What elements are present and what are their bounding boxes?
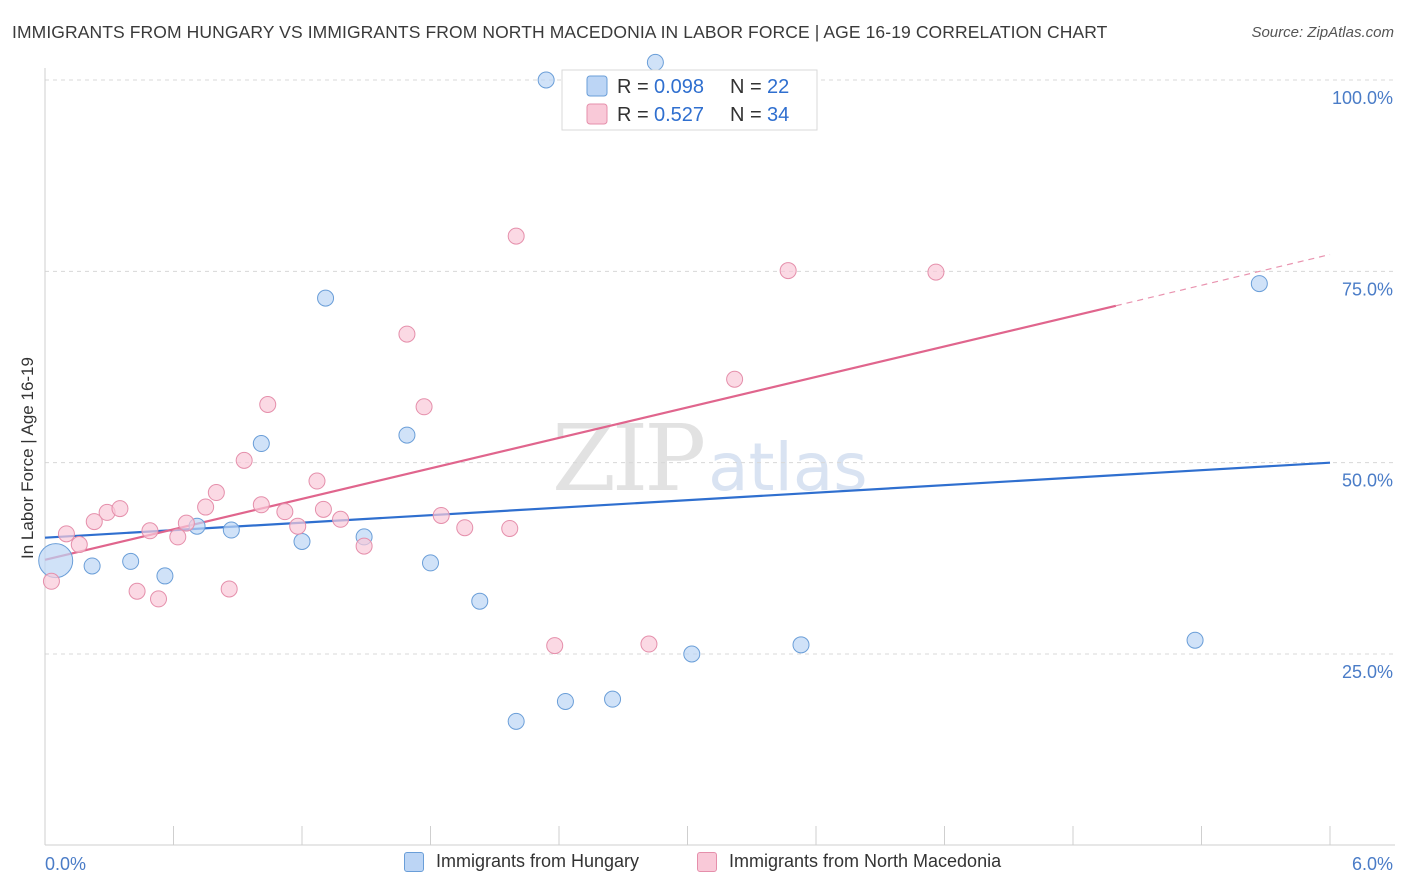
data-point-macedonia <box>501 519 519 537</box>
legend-r-value-hungary: 0.098 <box>654 76 704 98</box>
legend-item-hungary[interactable]: Immigrants from Hungary <box>404 851 639 872</box>
y-tick-label: 100.0% <box>1332 88 1393 108</box>
data-point-macedonia <box>252 496 270 514</box>
data-point-hungary <box>507 712 525 730</box>
y-tick-label: 25.0% <box>1342 662 1393 682</box>
bottom-legend: Immigrants from Hungary Immigrants from … <box>0 851 1406 879</box>
trend-line-extension-macedonia <box>1115 253 1331 307</box>
data-point-hungary <box>683 645 701 663</box>
data-point-macedonia <box>289 517 307 535</box>
x-tick-label: 0.0% <box>45 854 86 874</box>
legend-r-label-macedonia: R = <box>617 104 649 126</box>
data-point-hungary <box>293 532 311 550</box>
data-point-macedonia <box>177 514 195 532</box>
y-axis-label: In Labor Force | Age 16-19 <box>18 357 37 559</box>
data-point-macedonia <box>927 263 945 281</box>
y-tick-label: 50.0% <box>1342 471 1393 491</box>
data-point-macedonia <box>85 513 103 531</box>
data-point-macedonia <box>546 637 564 655</box>
data-point-macedonia <box>141 522 159 540</box>
data-point-macedonia <box>220 580 238 598</box>
data-point-hungary <box>1186 631 1204 649</box>
data-point-macedonia <box>197 498 215 516</box>
data-point-hungary <box>398 426 416 444</box>
data-point-hungary <box>317 289 335 307</box>
data-point-macedonia <box>259 396 277 414</box>
data-point-hungary <box>83 557 101 575</box>
tick-label-layer: 25.0% 50.0% 75.0% 100.0% 0.0% 6.0% <box>45 88 1393 874</box>
legend-r-label-hungary: R = <box>617 76 649 98</box>
data-point-hungary <box>646 53 664 71</box>
data-point-hungary <box>556 692 574 710</box>
legend-label-macedonia: Immigrants from North Macedonia <box>729 851 1002 871</box>
source-credit: Source: ZipAtlas.com <box>1251 24 1394 41</box>
data-point-hungary <box>537 71 555 89</box>
data-point-hungary <box>122 552 140 570</box>
legend-swatch-hungary <box>586 75 608 97</box>
data-point-macedonia <box>70 536 88 554</box>
trend-line-hungary <box>44 461 1331 539</box>
legend-swatch-hungary-bottom <box>404 851 424 872</box>
data-point-macedonia <box>640 635 658 653</box>
legend-swatch-macedonia-bottom <box>697 851 717 872</box>
data-point-hungary <box>252 435 270 453</box>
data-point-macedonia <box>128 582 146 600</box>
data-point-macedonia <box>456 519 474 537</box>
point-layer <box>38 53 1268 730</box>
legend-n-value-macedonia: 34 <box>767 104 789 126</box>
legend-n-label-hungary: N = <box>730 76 762 98</box>
grid-layer <box>45 79 1395 655</box>
axis-layer <box>44 68 1395 846</box>
data-point-hungary <box>222 521 240 539</box>
trend-layer <box>44 253 1331 561</box>
data-point-macedonia <box>111 500 129 518</box>
data-point-macedonia <box>276 503 294 521</box>
data-point-macedonia <box>398 325 416 343</box>
data-point-macedonia <box>235 451 253 469</box>
x-tick-label: 6.0% <box>1352 854 1393 874</box>
correlation-legend: R = 0.098 N = 22 R = 0.527 N = 34 <box>561 69 818 131</box>
data-point-macedonia <box>355 537 373 555</box>
legend-r-value-macedonia: 0.527 <box>654 104 704 126</box>
data-point-hungary <box>604 690 622 708</box>
chart-title: IMMIGRANTS FROM HUNGARY VS IMMIGRANTS FR… <box>12 22 1108 42</box>
data-point-hungary <box>38 543 74 579</box>
data-point-macedonia <box>57 525 75 543</box>
data-point-macedonia <box>150 590 168 608</box>
legend-n-value-hungary: 22 <box>767 76 789 98</box>
data-point-hungary <box>1250 275 1268 293</box>
data-point-macedonia <box>432 506 450 524</box>
legend-swatch-macedonia <box>586 103 608 125</box>
data-point-macedonia <box>415 398 433 416</box>
data-point-hungary <box>422 554 439 572</box>
data-point-hungary <box>471 592 489 610</box>
data-point-macedonia <box>42 572 60 590</box>
data-point-macedonia <box>779 262 797 280</box>
data-point-hungary <box>792 636 810 654</box>
data-point-macedonia <box>308 472 326 490</box>
data-point-macedonia <box>332 510 350 528</box>
data-point-hungary <box>156 567 174 585</box>
legend-label-hungary: Immigrants from Hungary <box>436 851 640 871</box>
data-point-macedonia <box>207 484 225 502</box>
legend-n-label-macedonia: N = <box>730 104 762 126</box>
data-point-macedonia <box>314 500 332 518</box>
y-tick-label: 75.0% <box>1342 279 1393 299</box>
legend-item-macedonia[interactable]: Immigrants from North Macedonia <box>697 851 1001 872</box>
data-point-macedonia <box>726 370 744 388</box>
trend-line-macedonia <box>44 304 1117 561</box>
data-point-macedonia <box>169 528 187 546</box>
data-point-macedonia <box>507 227 525 245</box>
